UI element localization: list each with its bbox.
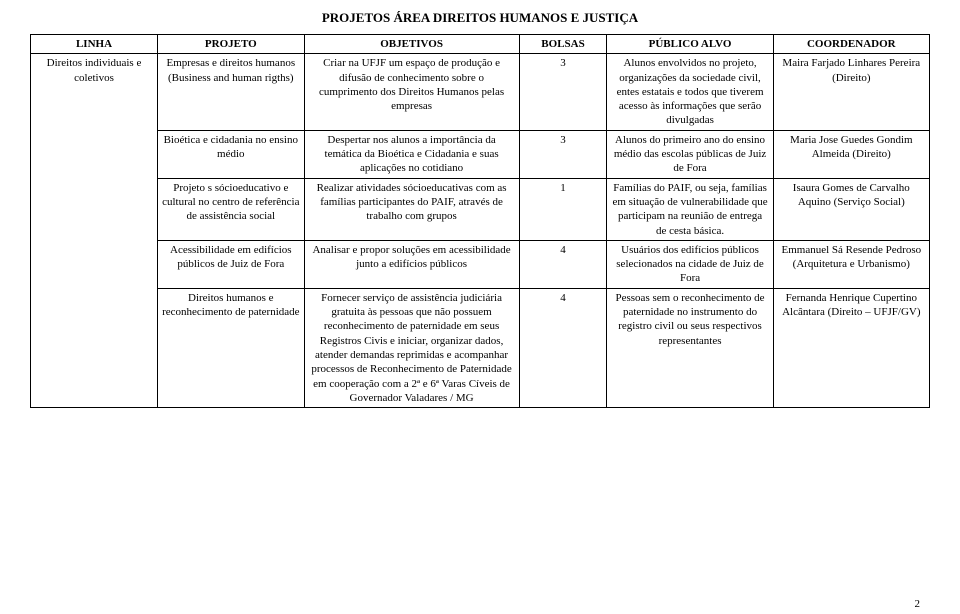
cell-publico: Usuários dos edifícios públicos selecion… [607, 240, 773, 288]
cell-publico: Pessoas sem o reconhecimento de paternid… [607, 288, 773, 407]
cell-bolsas: 3 [519, 130, 607, 178]
cell-projeto: Acessibilidade em edifícios públicos de … [158, 240, 305, 288]
cell-bolsas: 1 [519, 178, 607, 240]
table-row: Bioética e cidadania no ensino médio Des… [31, 130, 930, 178]
table-row: Acessibilidade em edifícios públicos de … [31, 240, 930, 288]
cell-bolsas: 3 [519, 54, 607, 130]
table-row: Direitos individuais e coletivos Empresa… [31, 54, 930, 130]
page-number: 2 [915, 598, 921, 610]
table-header-row: LINHA PROJETO OBJETIVOS BOLSAS PÚBLICO A… [31, 35, 930, 54]
cell-objetivos: Criar na UFJF um espaço de produção e di… [304, 54, 519, 130]
cell-projeto: Direitos humanos e reconhecimento de pat… [158, 288, 305, 407]
cell-linha: Direitos individuais e coletivos [31, 54, 158, 408]
cell-coord: Emmanuel Sá Resende Pedroso (Arquitetura… [773, 240, 929, 288]
col-projeto: PROJETO [158, 35, 305, 54]
cell-objetivos: Fornecer serviço de assistência judiciár… [304, 288, 519, 407]
cell-publico: Famílias do PAIF, ou seja, famílias em s… [607, 178, 773, 240]
col-publico: PÚBLICO ALVO [607, 35, 773, 54]
cell-bolsas: 4 [519, 240, 607, 288]
col-bolsas: BOLSAS [519, 35, 607, 54]
cell-coord: Fernanda Henrique Cupertino Alcântara (D… [773, 288, 929, 407]
cell-objetivos: Realizar atividades sócioeducativas com … [304, 178, 519, 240]
page-title: PROJETOS ÁREA DIREITOS HUMANOS E JUSTIÇA [30, 10, 930, 26]
cell-publico: Alunos envolvidos no projeto, organizaçõ… [607, 54, 773, 130]
col-linha: LINHA [31, 35, 158, 54]
cell-projeto: Projeto s sócioeducativo e cultural no c… [158, 178, 305, 240]
cell-coord: Isaura Gomes de Carvalho Aquino (Serviço… [773, 178, 929, 240]
cell-objetivos: Analisar e propor soluções em acessibili… [304, 240, 519, 288]
cell-coord: Maira Farjado Linhares Pereira (Direito) [773, 54, 929, 130]
col-coord: COORDENADOR [773, 35, 929, 54]
table-row: Direitos humanos e reconhecimento de pat… [31, 288, 930, 407]
cell-projeto: Empresas e direitos humanos (Business an… [158, 54, 305, 130]
cell-objetivos: Despertar nos alunos a importância da te… [304, 130, 519, 178]
cell-bolsas: 4 [519, 288, 607, 407]
cell-publico: Alunos do primeiro ano do ensino médio d… [607, 130, 773, 178]
projects-table: LINHA PROJETO OBJETIVOS BOLSAS PÚBLICO A… [30, 34, 930, 408]
cell-projeto: Bioética e cidadania no ensino médio [158, 130, 305, 178]
col-objetivos: OBJETIVOS [304, 35, 519, 54]
table-row: Projeto s sócioeducativo e cultural no c… [31, 178, 930, 240]
cell-coord: Maria Jose Guedes Gondim Almeida (Direit… [773, 130, 929, 178]
